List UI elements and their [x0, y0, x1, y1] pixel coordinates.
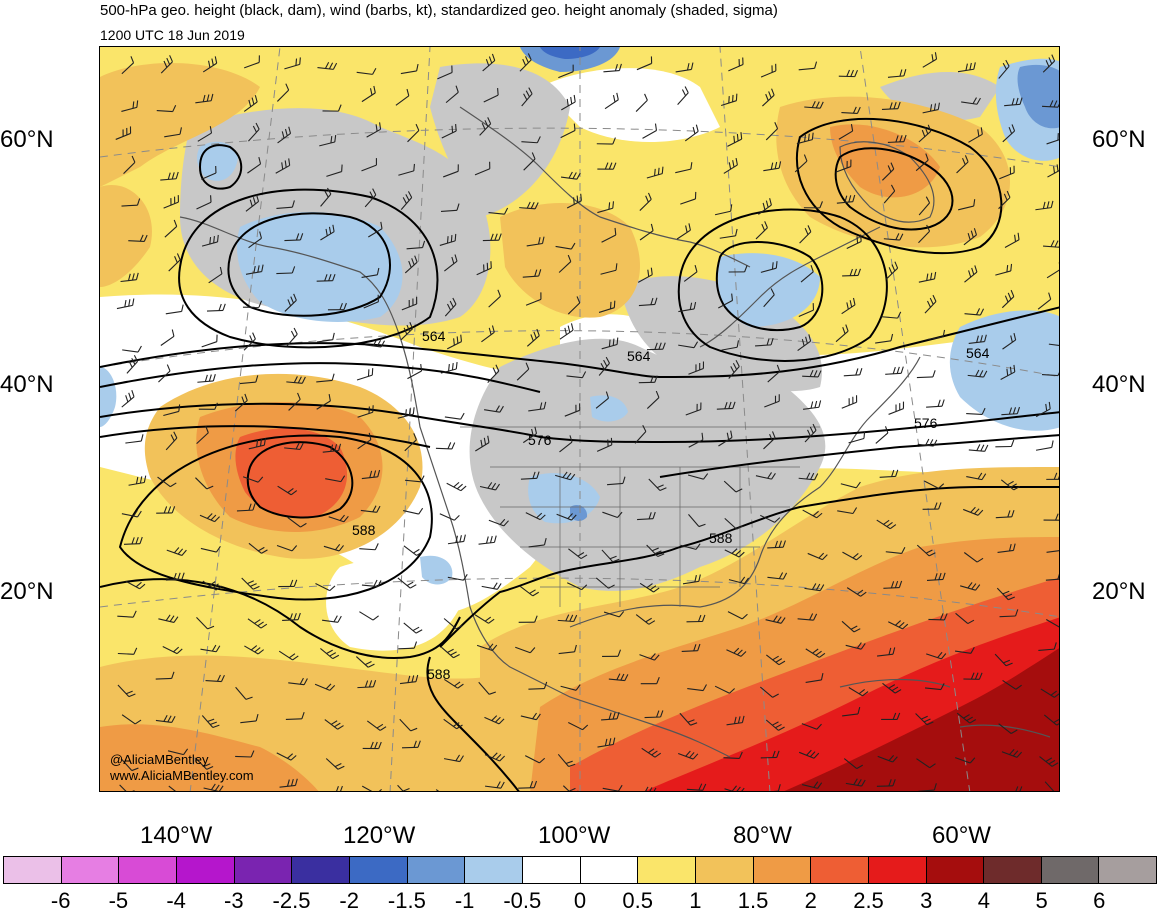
lat-label-left: 40°N	[0, 371, 54, 399]
contour-label: 564	[966, 345, 990, 361]
credit-website: www.AliciaMBentley.com	[110, 768, 254, 783]
colorbar-swatch	[984, 857, 1042, 883]
colorbar-label: 3	[920, 888, 932, 914]
colorbar-label: -0.5	[503, 888, 541, 914]
colorbar-label: 0.5	[622, 888, 653, 914]
colorbar-label: -5	[109, 888, 129, 914]
colorbar-swatch	[754, 857, 812, 883]
lat-label-right: 60°N	[1092, 126, 1146, 154]
map-title: 500-hPa geo. height (black, dam), wind (…	[100, 2, 778, 19]
colorbar-swatch	[235, 857, 293, 883]
lat-label-left: 20°N	[0, 578, 54, 606]
colorbar-label: 2	[805, 888, 817, 914]
contour-label: 576	[914, 415, 938, 431]
colorbar-label: -2.5	[273, 888, 311, 914]
colorbar-swatch	[408, 857, 466, 883]
lat-label-left: 60°N	[0, 126, 54, 154]
colorbar-swatch	[350, 857, 408, 883]
colorbar-label: 4	[978, 888, 990, 914]
contour-label: 564	[422, 328, 446, 344]
colorbar-label: -1.5	[388, 888, 426, 914]
colorbar-swatch	[523, 857, 581, 883]
contour-label: 564	[627, 348, 651, 364]
lat-label-right: 20°N	[1092, 578, 1146, 606]
lon-label: 80°W	[733, 822, 792, 850]
colorbar-swatch	[1099, 857, 1156, 883]
colorbar-swatch	[119, 857, 177, 883]
colorbar-label: 5	[1035, 888, 1047, 914]
contour-label: 588	[352, 522, 376, 538]
colorbar-label: 6	[1093, 888, 1105, 914]
colorbar-label: -6	[51, 888, 71, 914]
colorbar-labels: -6 -5 -4 -3 -2.5 -2 -1.5 -1 -0.5 0 0.5 1 1.5 2 2.5 3 4 5 6	[0, 888, 1160, 912]
colorbar-label: 1	[689, 888, 701, 914]
colorbar-label: -4	[166, 888, 186, 914]
colorbar-swatch	[696, 857, 754, 883]
lat-label-right: 40°N	[1092, 371, 1146, 399]
colorbar-swatch	[869, 857, 927, 883]
colorbar-swatch	[927, 857, 985, 883]
colorbar-swatch	[638, 857, 696, 883]
lon-label: 60°W	[932, 822, 991, 850]
colorbar-label: -2	[339, 888, 359, 914]
colorbar-label: 0	[574, 888, 586, 914]
weather-map-canvas: 564 564 564 576 576 588 588 588	[100, 47, 1060, 792]
colorbar-label: 1.5	[738, 888, 769, 914]
map-valid-time: 1200 UTC 18 Jun 2019	[100, 27, 245, 43]
contour-label: 588	[709, 530, 733, 546]
lon-label: 140°W	[140, 822, 212, 850]
colorbar-label: -3	[224, 888, 244, 914]
colorbar-label: 2.5	[853, 888, 884, 914]
colorbar-swatch	[4, 857, 62, 883]
colorbar-swatch	[1042, 857, 1100, 883]
colorbar-label: -1	[455, 888, 475, 914]
contour-label: 576	[528, 432, 552, 448]
contour-label: 588	[427, 666, 451, 682]
colorbar-swatch	[465, 857, 523, 883]
colorbar-swatch	[177, 857, 235, 883]
colorbar-swatch	[811, 857, 869, 883]
colorbar-swatch	[581, 857, 639, 883]
lon-label: 100°W	[538, 822, 610, 850]
colorbar-swatch	[62, 857, 120, 883]
weather-map: 564 564 564 576 576 588 588 588 @AliciaM…	[99, 46, 1060, 792]
lon-label: 120°W	[343, 822, 415, 850]
credit-handle: @AliciaMBentley	[110, 752, 208, 767]
colorbar	[3, 856, 1157, 884]
colorbar-swatch	[292, 857, 350, 883]
